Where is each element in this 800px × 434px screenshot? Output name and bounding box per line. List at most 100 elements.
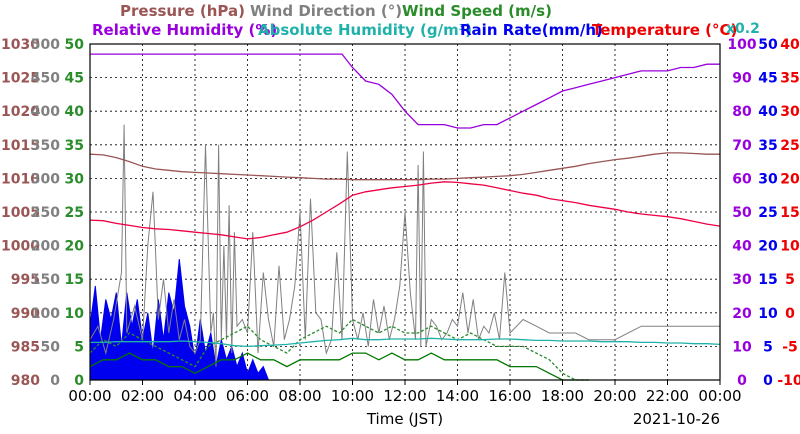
y-tick-wind-speed: 30 <box>65 171 85 187</box>
y-tick-rain-rate: 50 <box>758 37 778 53</box>
y-tick-relative-humidity: 80 <box>732 104 752 120</box>
x-tick-label: 20:00 <box>593 387 636 405</box>
x-tick-label: 14:00 <box>436 387 479 405</box>
y-tick-rain-rate: 25 <box>758 205 777 221</box>
legend-wind-speed: Wind Speed (m/s) <box>402 2 552 20</box>
x-tick-label: 06:00 <box>226 387 269 405</box>
y-tick-pressure: 1005 <box>1 205 40 221</box>
y-tick-wind-direction: 0 <box>50 373 60 389</box>
y-tick-rain-rate: 30 <box>758 171 778 187</box>
y-tick-wind-speed: 50 <box>65 37 85 53</box>
y-tick-wind-direction: 400 <box>31 104 60 120</box>
y-tick-rain-rate: 20 <box>758 239 778 255</box>
series-pressure <box>89 152 720 181</box>
legend-temperature: Temperature (°C) <box>592 21 737 39</box>
series-relative-humidity <box>90 53 720 129</box>
y-tick-temperature: 15 <box>780 205 799 221</box>
series-absolute-humidity <box>90 337 721 348</box>
y-tick-wind-direction: 350 <box>31 138 60 154</box>
y-tick-wind-direction: 50 <box>41 339 61 355</box>
y-tick-relative-humidity: 0 <box>737 373 747 389</box>
y-tick-pressure: 980 <box>11 373 40 389</box>
y-tick-relative-humidity: 30 <box>732 272 752 288</box>
y-tick-relative-humidity: 40 <box>732 239 752 255</box>
y-tick-temperature: -5 <box>782 339 798 355</box>
series-wind-speed-avg <box>89 352 589 381</box>
y-tick-wind-direction: 200 <box>31 239 60 255</box>
series-layer <box>89 53 721 381</box>
x-tick-label: 12:00 <box>383 387 426 405</box>
y-tick-wind-speed: 40 <box>65 104 85 120</box>
y-tick-wind-speed: 20 <box>65 239 85 255</box>
y-tick-temperature: -10 <box>777 373 800 389</box>
y-tick-temperature: 20 <box>780 171 800 187</box>
y-tick-pressure: 1025 <box>1 71 40 87</box>
y-tick-pressure: 995 <box>11 272 40 288</box>
y-tick-rain-rate: 40 <box>758 104 778 120</box>
y-tick-pressure: 1000 <box>1 239 40 255</box>
y-tick-wind-speed: 25 <box>65 205 84 221</box>
y-tick-temperature: 0 <box>785 306 795 322</box>
series-wind-direction <box>89 124 720 367</box>
y-tick-wind-speed: 0 <box>74 373 84 389</box>
y-tick-relative-humidity: 20 <box>732 306 752 322</box>
x-axis-label: Time (JST) <box>366 410 443 428</box>
y-tick-pressure: 1030 <box>1 37 40 53</box>
x-tick-label: 18:00 <box>541 387 584 405</box>
y-tick-wind-direction: 450 <box>31 71 60 87</box>
y-tick-wind-speed: 45 <box>65 71 84 87</box>
x-tick-label: 00:00 <box>68 387 111 405</box>
y-tick-temperature: 35 <box>780 71 799 87</box>
y-tick-wind-direction: 500 <box>31 37 60 53</box>
date-label: 2021-10-26 <box>633 410 720 428</box>
x-tick-label: 02:00 <box>121 387 164 405</box>
y-tick-rain-rate: 10 <box>758 306 778 322</box>
x-axis: 00:00 02:00 04:00 06:00 08:00 10:00 12:00 14:00… <box>68 380 742 405</box>
y-tick-temperature: 40 <box>780 37 800 53</box>
y-tick-wind-direction: 250 <box>31 205 60 221</box>
x-tick-label: 00:00 <box>698 387 741 405</box>
x-tick-label: 16:00 <box>488 387 531 405</box>
y-tick-temperature: 10 <box>780 239 800 255</box>
legend-pressure: Pressure (hPa) <box>120 2 245 20</box>
y-tick-relative-humidity: 60 <box>732 171 752 187</box>
y-tick-temperature: 5 <box>785 272 795 288</box>
y-tick-relative-humidity: 100 <box>727 37 756 53</box>
y-tick-wind-direction: 150 <box>31 272 60 288</box>
y-tick-pressure: 1020 <box>1 104 40 120</box>
series-temperature <box>89 181 721 240</box>
series-wind-speed-max <box>89 318 589 381</box>
y-tick-temperature: 25 <box>780 138 799 154</box>
y-tick-rain-rate: 5 <box>763 339 773 355</box>
y-tick-relative-humidity: 10 <box>732 339 752 355</box>
y-tick-relative-humidity: 90 <box>732 71 752 87</box>
y-tick-rain-rate: 0 <box>763 373 773 389</box>
legend-absolute-humidity-scale: x0.2 <box>726 21 760 37</box>
legend-rain-rate: Rain Rate(mm/h) <box>460 21 603 39</box>
y-tick-pressure: 1010 <box>1 171 40 187</box>
y-tick-pressure: 990 <box>11 306 40 322</box>
x-tick-label: 04:00 <box>173 387 216 405</box>
y-tick-wind-direction: 300 <box>31 171 60 187</box>
x-tick-label: 08:00 <box>278 387 321 405</box>
y-tick-pressure: 985 <box>11 339 40 355</box>
x-tick-label: 22:00 <box>646 387 689 405</box>
legend: Pressure (hPa) Wind Direction (°) Wind S… <box>92 2 760 39</box>
y-tick-relative-humidity: 50 <box>732 205 752 221</box>
y-tick-wind-speed: 5 <box>74 339 84 355</box>
legend-relative-humidity: Relative Humidity (%) <box>92 21 277 39</box>
legend-absolute-humidity: Absolute Humidity (g/m³) <box>258 21 472 39</box>
y-tick-rain-rate: 45 <box>758 71 777 87</box>
series-rain-rate <box>89 258 274 381</box>
legend-wind-direction: Wind Direction (°) <box>250 2 402 20</box>
y-tick-rain-rate: 35 <box>758 138 777 154</box>
y-tick-wind-speed: 35 <box>65 138 84 154</box>
y-tick-relative-humidity: 70 <box>732 138 752 154</box>
y-tick-pressure: 1015 <box>1 138 40 154</box>
y-tick-wind-direction: 100 <box>31 306 60 322</box>
y-axes: 1030102510201015101010051000995990985980… <box>1 37 800 389</box>
y-tick-wind-speed: 15 <box>65 272 84 288</box>
x-tick-label: 10:00 <box>331 387 374 405</box>
y-tick-wind-speed: 10 <box>65 306 85 322</box>
